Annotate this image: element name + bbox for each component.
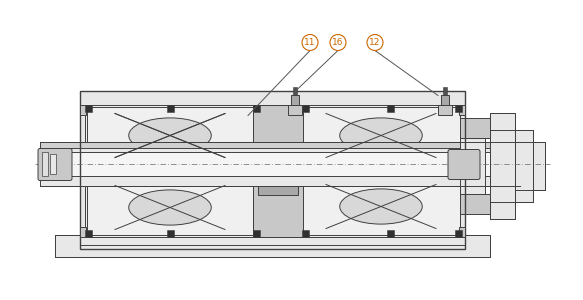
Bar: [80, 227, 86, 238]
Bar: [55, 236, 490, 257]
Bar: [253, 230, 260, 238]
Bar: [288, 106, 302, 116]
Bar: [80, 92, 465, 107]
Bar: [515, 130, 533, 202]
Bar: [253, 106, 303, 238]
Bar: [460, 139, 485, 194]
Bar: [87, 179, 253, 236]
Bar: [303, 106, 460, 238]
Bar: [80, 98, 465, 245]
Bar: [443, 88, 447, 95]
Ellipse shape: [340, 118, 422, 153]
Circle shape: [330, 34, 346, 50]
Bar: [387, 106, 394, 112]
Bar: [490, 113, 515, 220]
Bar: [85, 106, 92, 112]
Bar: [303, 118, 460, 139]
FancyBboxPatch shape: [38, 148, 72, 181]
Bar: [258, 185, 298, 196]
Bar: [40, 152, 520, 176]
Text: 12: 12: [369, 38, 381, 47]
Text: 11: 11: [304, 38, 316, 47]
Bar: [80, 92, 465, 250]
Bar: [253, 106, 303, 238]
Bar: [303, 107, 460, 164]
Bar: [85, 106, 255, 238]
Bar: [85, 106, 460, 238]
Bar: [80, 92, 465, 107]
Bar: [80, 106, 86, 116]
Bar: [258, 169, 298, 175]
Bar: [293, 88, 297, 95]
Bar: [55, 236, 490, 257]
Bar: [50, 154, 56, 175]
Bar: [455, 106, 462, 112]
Circle shape: [367, 34, 383, 50]
Bar: [515, 130, 533, 202]
Bar: [387, 230, 394, 238]
Bar: [441, 95, 449, 106]
Bar: [533, 142, 545, 190]
Bar: [303, 194, 460, 214]
Bar: [302, 230, 309, 238]
Bar: [303, 178, 460, 236]
Bar: [40, 142, 520, 187]
Bar: [40, 142, 520, 148]
Bar: [87, 107, 253, 164]
Bar: [438, 106, 452, 116]
Bar: [460, 118, 490, 139]
Bar: [490, 113, 515, 220]
Bar: [302, 106, 309, 112]
Bar: [291, 95, 299, 106]
Ellipse shape: [129, 118, 211, 153]
Ellipse shape: [129, 190, 211, 225]
Bar: [167, 230, 174, 238]
Bar: [460, 194, 490, 214]
FancyBboxPatch shape: [448, 149, 480, 179]
Text: 16: 16: [332, 38, 344, 47]
Bar: [42, 152, 48, 176]
Bar: [459, 106, 465, 116]
Bar: [533, 142, 545, 190]
Bar: [459, 227, 465, 238]
Bar: [258, 154, 298, 164]
Bar: [455, 230, 462, 238]
Bar: [253, 106, 260, 112]
Circle shape: [302, 34, 318, 50]
Bar: [85, 230, 92, 238]
Ellipse shape: [340, 189, 422, 224]
Bar: [258, 178, 298, 184]
Bar: [167, 106, 174, 112]
